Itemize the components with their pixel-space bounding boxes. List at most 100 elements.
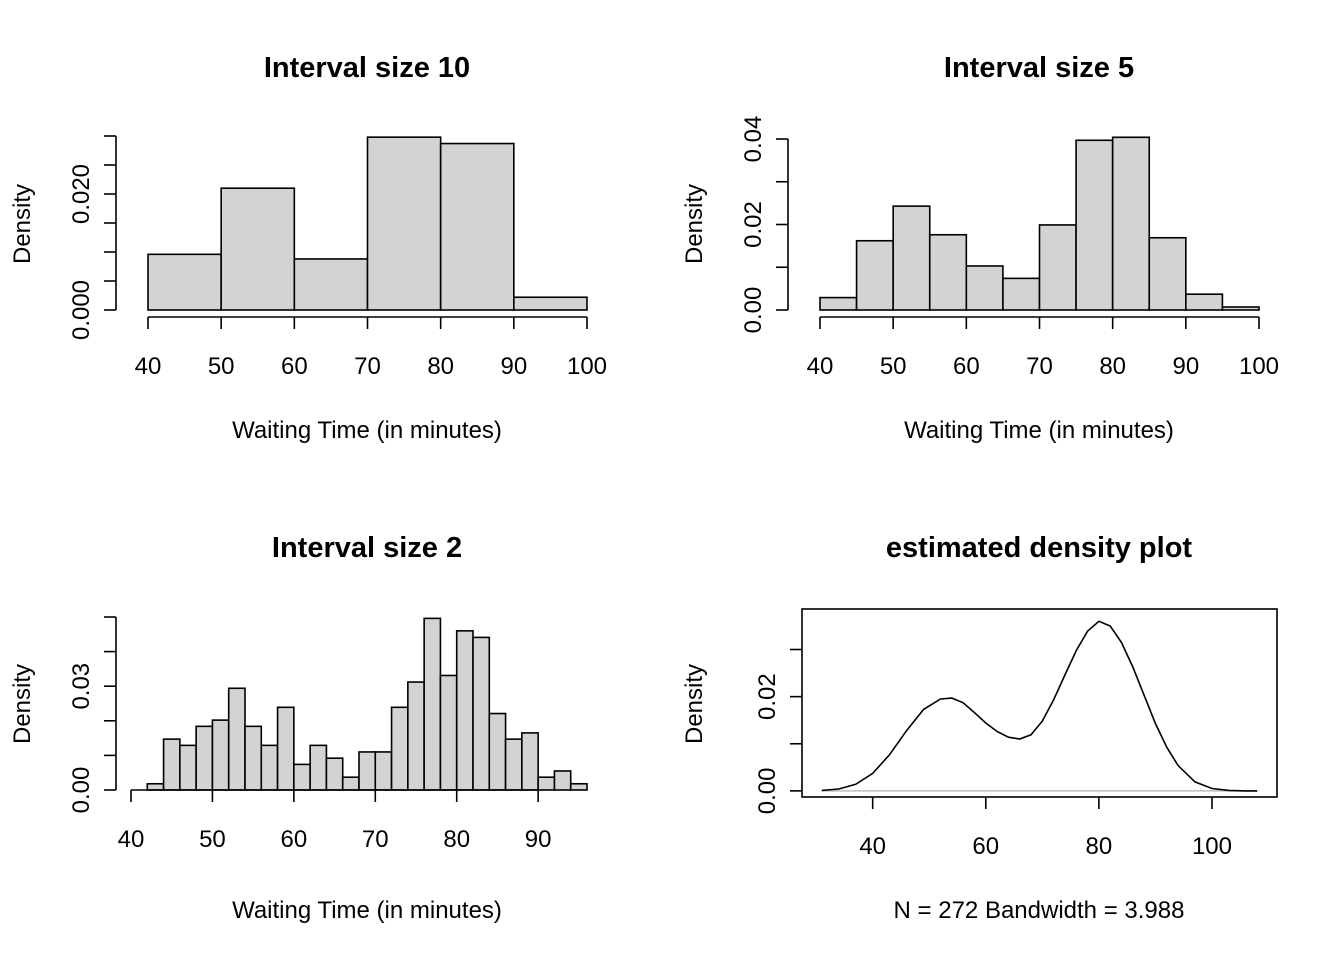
histogram-bar xyxy=(423,617,442,791)
x-axis: 40 50 60 70 80 90 100 xyxy=(135,316,607,380)
y-tick-label: 0.000 xyxy=(68,280,95,340)
histogram-bar xyxy=(407,681,425,791)
bars xyxy=(147,136,588,311)
histogram-bar xyxy=(488,712,507,791)
x-tick-label: 50 xyxy=(208,353,235,380)
x-tick-label: 80 xyxy=(1086,833,1113,860)
x-tick-label: 60 xyxy=(281,826,308,853)
y-axis: 0.00 0.02 xyxy=(754,648,802,815)
histogram-bar xyxy=(928,233,968,311)
histogram-bar xyxy=(819,296,858,311)
density-curve xyxy=(821,620,1258,792)
x-tick-label: 60 xyxy=(953,353,980,380)
x-tick-label: 70 xyxy=(362,826,389,853)
histogram-bar xyxy=(195,725,214,791)
y-tick-label: 0.020 xyxy=(68,164,95,224)
x-tick-label: 40 xyxy=(118,826,145,853)
y-axis-label: Density xyxy=(681,664,708,744)
histogram-bar xyxy=(1148,236,1187,311)
histogram-bar xyxy=(537,776,556,791)
panel-interval-10: Interval size 10 Waiting Time (in minute… xyxy=(9,52,607,444)
histogram-bar xyxy=(309,744,328,791)
histogram-bar xyxy=(227,687,246,791)
histogram-bar xyxy=(179,744,197,791)
y-axis: 0.00 0.02 0.04 xyxy=(740,116,789,334)
x-tick-label: 60 xyxy=(972,833,999,860)
histogram-bar xyxy=(244,725,263,791)
x-tick-label: 80 xyxy=(1099,353,1126,380)
histogram-bar xyxy=(521,732,539,791)
histogram-bar xyxy=(325,757,344,791)
histogram-bar xyxy=(1075,139,1114,311)
x-axis: 40 50 60 70 80 90 xyxy=(118,789,552,853)
x-tick-label: 100 xyxy=(1239,353,1279,380)
histogram-bar xyxy=(553,770,572,791)
histogram-bar xyxy=(162,738,181,791)
histogram-bar xyxy=(341,776,360,791)
histogram-bar xyxy=(965,265,1004,311)
histogram-bar xyxy=(147,253,222,311)
histogram-bar xyxy=(504,738,523,791)
histogram-bar xyxy=(439,142,515,311)
histogram-bar xyxy=(569,782,588,791)
y-tick-label: 0.00 xyxy=(68,767,95,814)
panel-title: Interval size 2 xyxy=(272,532,462,564)
histogram-bar xyxy=(472,636,491,791)
histogram-bar xyxy=(1185,293,1224,311)
y-tick-label: 0.03 xyxy=(68,663,95,710)
histogram-bar xyxy=(211,719,230,791)
x-tick-label: 50 xyxy=(199,826,226,853)
x-tick-label: 100 xyxy=(567,353,607,380)
histogram-bar xyxy=(374,751,393,791)
histogram-bar xyxy=(892,205,931,311)
x-axis-label: Waiting Time (in minutes) xyxy=(232,897,502,924)
y-axis-label: Density xyxy=(9,184,36,264)
bars xyxy=(819,136,1260,311)
histogram-bar xyxy=(220,187,296,311)
histogram-bar xyxy=(276,706,295,791)
histogram-bar xyxy=(146,782,165,791)
histogram-bar xyxy=(293,763,311,791)
y-axis: 0.00 0.03 xyxy=(68,616,117,814)
x-axis-label: Waiting Time (in minutes) xyxy=(232,417,502,444)
x-tick-label: 40 xyxy=(135,353,162,380)
y-tick-label: 0.02 xyxy=(740,201,767,248)
plot-box xyxy=(801,608,1278,798)
histogram-bar xyxy=(366,136,442,311)
panel-title: Interval size 5 xyxy=(944,52,1134,84)
x-tick-label: 40 xyxy=(807,353,834,380)
x-axis-label: N = 272 Bandwidth = 3.988 xyxy=(894,897,1185,924)
y-axis: 0.000 0.020 xyxy=(68,135,117,340)
y-axis-label: Density xyxy=(9,664,36,744)
y-tick-label: 0.00 xyxy=(754,768,781,815)
x-tick-label: 50 xyxy=(880,353,907,380)
x-tick-label: 90 xyxy=(500,353,527,380)
histogram-bar xyxy=(1221,306,1260,311)
y-tick-label: 0.04 xyxy=(740,116,767,163)
y-axis-label: Density xyxy=(681,184,708,264)
y-tick-label: 0.00 xyxy=(740,287,767,334)
x-tick-label: 80 xyxy=(427,353,454,380)
panel-interval-2: Interval size 2 Waiting Time (in minutes… xyxy=(9,532,588,924)
bars xyxy=(146,617,588,791)
histogram-bar xyxy=(293,258,369,311)
histogram-bar xyxy=(1111,136,1151,311)
panel-density: estimated density plot N = 272 Bandwidth… xyxy=(681,532,1278,924)
histogram-bar xyxy=(1002,277,1041,311)
x-axis: 40 60 80 100 xyxy=(859,797,1232,860)
histogram-bar xyxy=(260,744,279,791)
x-tick-label: 100 xyxy=(1192,833,1232,860)
histogram-bar xyxy=(439,674,458,791)
histogram-bar xyxy=(513,296,588,311)
x-tick-label: 70 xyxy=(354,353,381,380)
histogram-bar xyxy=(390,706,409,791)
panel-title: Interval size 10 xyxy=(264,52,470,84)
panel-interval-5: Interval size 5 Waiting Time (in minutes… xyxy=(681,52,1279,444)
x-axis-label: Waiting Time (in minutes) xyxy=(904,417,1174,444)
histogram-bar xyxy=(358,751,377,791)
x-tick-label: 90 xyxy=(525,826,552,853)
x-tick-label: 70 xyxy=(1026,353,1053,380)
x-tick-label: 90 xyxy=(1172,353,1199,380)
histogram-bar xyxy=(855,239,894,311)
